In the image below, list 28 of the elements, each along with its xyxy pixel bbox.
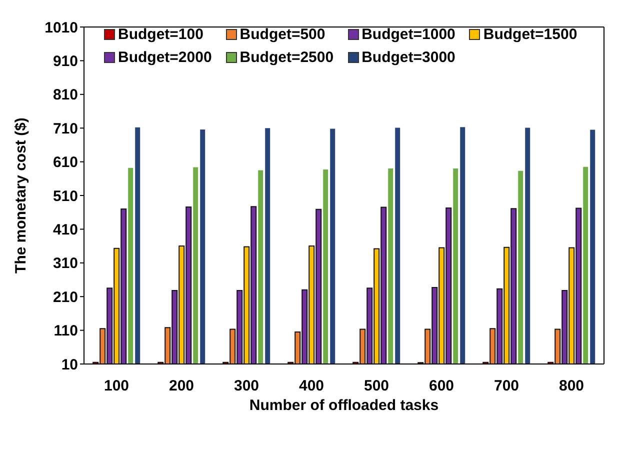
y-tick-label: 510 xyxy=(52,188,78,205)
y-tick-label: 410 xyxy=(52,222,78,239)
x-axis-title: Number of offloaded tasks xyxy=(249,397,439,414)
y-tick-label: 810 xyxy=(52,86,78,104)
y-tick-label: 210 xyxy=(52,288,78,306)
x-tick-label: 600 xyxy=(428,378,454,395)
y-axis-title: The monetary cost ($) xyxy=(12,118,30,274)
legend-label: Budget=2500 xyxy=(240,49,334,66)
x-tick-label: 400 xyxy=(298,378,324,395)
y-tick-label: 310 xyxy=(52,255,78,272)
x-tick-label: 700 xyxy=(494,378,520,395)
y-tick-label: 1010 xyxy=(44,19,78,36)
y-tick-label: 10 xyxy=(61,356,78,374)
legend-label: Budget=500 xyxy=(240,26,326,43)
legend-label: Budget=1500 xyxy=(483,26,578,43)
y-tick-label: 610 xyxy=(52,154,78,172)
x-tick-label: 300 xyxy=(234,378,260,395)
legend-label: Budget=1000 xyxy=(362,26,456,43)
legend-label: Budget=2000 xyxy=(118,49,212,66)
legend-label: Budget=100 xyxy=(118,26,204,43)
x-tick-label: 500 xyxy=(364,378,390,395)
x-tick-label: 200 xyxy=(168,378,194,395)
x-tick-label: 100 xyxy=(104,378,130,395)
y-tick-label: 710 xyxy=(52,120,78,138)
legend-label: Budget=3000 xyxy=(362,49,456,66)
y-tick-label: 110 xyxy=(54,322,78,340)
x-tick-label: 800 xyxy=(558,378,584,395)
y-tick-label: 910 xyxy=(52,53,78,70)
